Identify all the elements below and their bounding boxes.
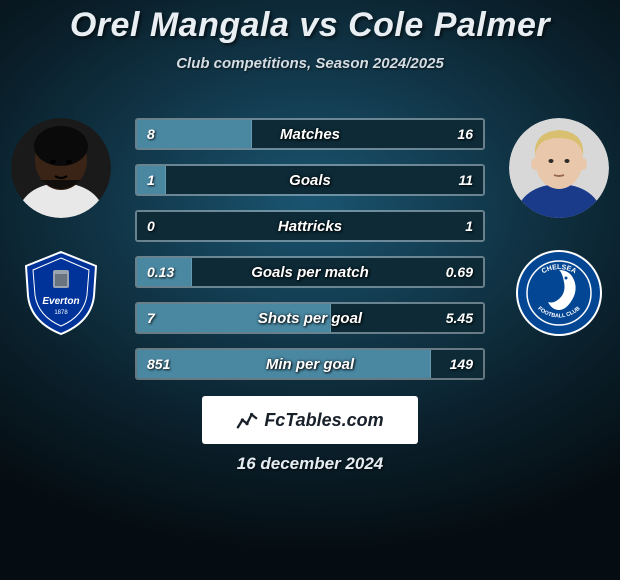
bar-fill-left: [137, 350, 431, 378]
page-title: Orel Mangala vs Cole Palmer: [0, 0, 620, 45]
bar-fill-right: [166, 166, 483, 194]
bar-row: 7 Shots per goal 5.45: [135, 302, 485, 334]
bar-fill-right: [137, 212, 483, 240]
left-player-avatar: [11, 118, 111, 218]
date-text: 16 december 2024: [0, 454, 620, 474]
bar-row: 1 Goals 11: [135, 164, 485, 196]
bar-fill-right: [331, 304, 483, 332]
bar-fill-left: [137, 304, 331, 332]
watermark-text: FcTables.com: [264, 410, 383, 431]
bar-fill-right: [431, 350, 483, 378]
subtitle: Club competitions, Season 2024/2025: [0, 55, 620, 72]
right-club-badge: CHELSEA FOOTBALL CLUB: [514, 248, 604, 338]
bar-row: 0 Hattricks 1: [135, 210, 485, 242]
svg-text:Everton: Everton: [42, 296, 79, 307]
bar-fill-right: [252, 120, 483, 148]
bar-row: 0.13 Goals per match 0.69: [135, 256, 485, 288]
bar-fill-left: [137, 258, 192, 286]
bar-row: 8 Matches 16: [135, 118, 485, 150]
bar-row: 851 Min per goal 149: [135, 348, 485, 380]
left-player-column: Everton 1878: [6, 118, 116, 338]
watermark: FcTables.com: [202, 396, 418, 444]
bar-fill-right: [192, 258, 483, 286]
right-player-column: CHELSEA FOOTBALL CLUB: [504, 118, 614, 338]
comparison-bars: 8 Matches 16 1 Goals 11 0 Hattricks 1 0.…: [135, 118, 485, 380]
right-player-avatar: [509, 118, 609, 218]
svg-text:1878: 1878: [54, 310, 68, 316]
bar-fill-left: [137, 120, 252, 148]
chart-icon: [236, 409, 258, 431]
left-club-badge: Everton 1878: [16, 248, 106, 338]
bar-fill-left: [137, 166, 166, 194]
